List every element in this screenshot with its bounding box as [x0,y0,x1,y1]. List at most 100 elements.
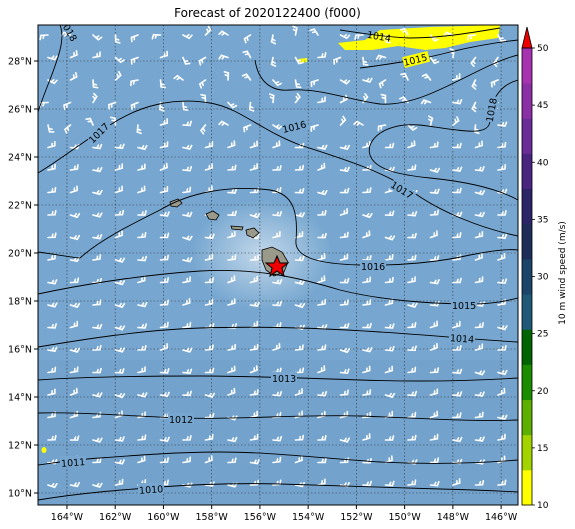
wind-barb [272,390,283,397]
wind-barb [47,346,58,353]
colorbar-tick-label: 25 [537,330,548,340]
wind-barb [384,142,395,149]
wind-barb [317,253,326,261]
wind-barb [333,56,342,65]
wind-barb [69,49,78,59]
isobar-1016-upper [254,54,518,105]
wind-barb [204,163,214,171]
wind-barb [39,34,49,41]
wind-barb [248,101,255,112]
wind-barb [407,232,417,239]
wind-barb [47,388,56,396]
isobar-1010 [38,483,518,501]
wind-barb [227,457,237,464]
wind-barb [474,276,484,284]
wind-barb [69,387,78,396]
wind-barb [137,434,147,441]
wind-barb [470,56,477,68]
wind-barb [249,254,260,261]
colorbar-segment [522,469,532,506]
wind-barb [159,101,165,112]
wind-barb [110,116,117,126]
wind-barb [137,185,146,194]
wind-barb [377,124,387,132]
wind-barb [429,410,439,419]
wind-barb [380,93,387,104]
wind-barb [407,479,417,486]
isobar-label-1012: 1012 [169,415,193,426]
wind-barb [204,298,214,306]
wind-barb [114,478,124,486]
colorbar-segment [522,48,532,84]
wind-barb [452,391,463,397]
wind-barb [137,455,146,464]
wind-barb [339,253,349,261]
wind-barb [69,164,79,171]
wind-barb [429,433,439,441]
wind-barb [294,56,304,65]
wind-barb [270,34,277,45]
wind-barb [294,231,304,239]
wind-barb [243,34,252,44]
wind-barb [384,455,393,464]
wind-barb [429,209,440,216]
wind-barb [429,367,440,374]
wind-barb [227,230,236,239]
wind-barb [294,212,305,218]
wind-barb [269,93,275,104]
colorbar-segment [522,118,532,154]
isobar-1016-south [79,188,518,266]
wind-barb [497,233,508,240]
wind-barb [400,72,409,81]
wind-barb [497,210,507,216]
wind-barb [474,391,485,397]
wind-barb [407,164,417,171]
wind-barb [69,234,81,241]
colorbar-extend-arrow [521,26,533,49]
wind-barb [92,34,103,41]
wind-barb [137,163,146,171]
wind-barb [384,392,396,399]
wind-barb [159,343,169,351]
wind-barb [362,276,372,284]
wind-barb [317,52,327,59]
wind-barb [272,435,283,442]
colorbar-segment [522,258,532,295]
wind-barb [339,389,349,396]
wind-barb [474,124,480,135]
wind-barb [339,115,347,126]
lon-label: 162°W [99,512,132,523]
wind-barb [362,255,372,261]
isobar-label-1014: 1014 [450,333,475,346]
wind-barb [159,299,170,306]
wind-barb [429,141,439,149]
wind-barb [249,140,259,149]
wind-barb [159,232,170,239]
wind-barb [182,101,189,111]
wind-barb [353,120,364,126]
wind-barb [452,412,462,419]
isobar-1014-north [339,27,501,39]
lon-label: 154°W [292,512,325,523]
wind-barb [339,437,351,443]
wind-barb [272,210,283,217]
wind-barb [339,231,349,239]
colorbar-segment [522,188,532,225]
wind-barb [317,232,327,239]
wind-barb [227,436,238,443]
wind-barb [294,92,301,104]
wind-barb [92,323,103,330]
wind-barb [429,320,439,329]
wind-barb [474,479,485,486]
wind-barb [249,301,260,307]
colorbar-tick-label: 40 [537,158,549,168]
wind-barb [407,390,418,397]
wind-barb [375,54,387,60]
wind-barb [292,25,298,36]
wind-barb [407,276,416,284]
wind-barb [92,299,102,306]
wind-barb [407,366,417,374]
wind-barb [452,73,461,81]
wind-barb [384,235,396,241]
wind-barb [272,140,281,149]
